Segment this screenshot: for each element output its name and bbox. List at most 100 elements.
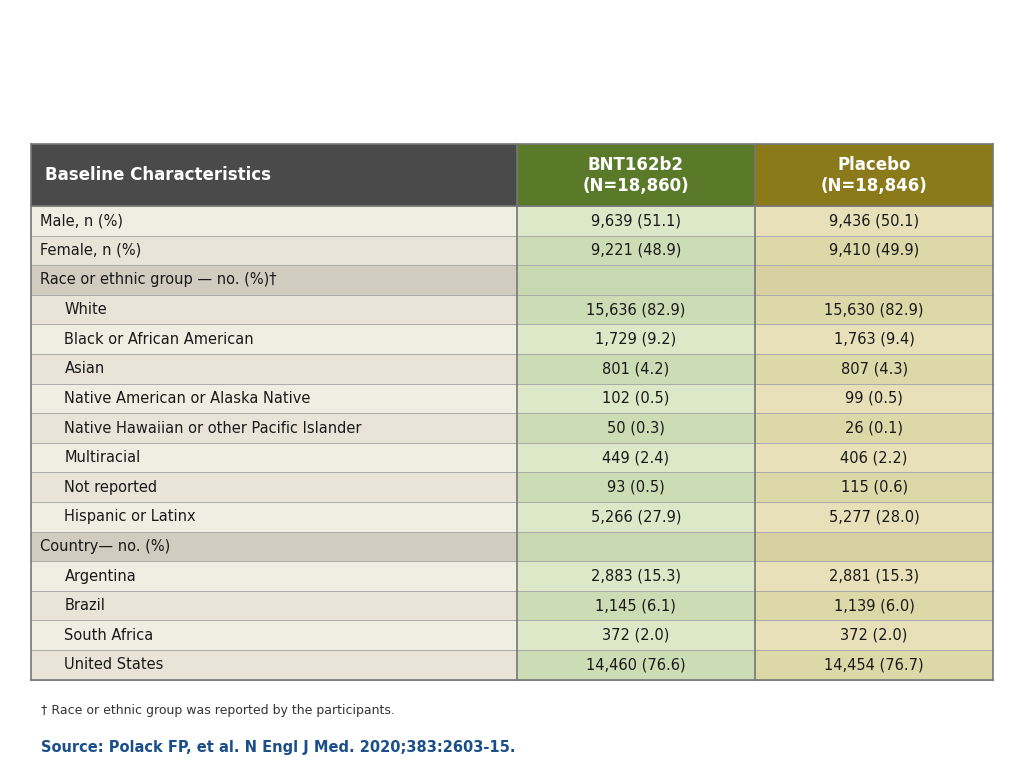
Text: 50 (0.3): 50 (0.3) xyxy=(607,421,665,435)
Bar xyxy=(755,144,993,206)
Text: 1,763 (9.4): 1,763 (9.4) xyxy=(834,332,914,346)
Text: White: White xyxy=(65,302,108,317)
Text: Baseline Characteristics, by Study Group: Baseline Characteristics, by Study Group xyxy=(31,86,628,114)
Text: 93 (0.5): 93 (0.5) xyxy=(607,480,665,495)
Bar xyxy=(755,531,993,561)
Bar xyxy=(755,236,993,265)
Text: 372 (2.0): 372 (2.0) xyxy=(841,627,908,643)
Text: 115 (0.6): 115 (0.6) xyxy=(841,480,907,495)
Bar xyxy=(517,206,755,236)
Text: 1,139 (6.0): 1,139 (6.0) xyxy=(834,598,914,613)
Bar xyxy=(31,265,517,295)
Bar xyxy=(31,472,517,502)
Bar xyxy=(517,472,755,502)
Text: 801 (4.2): 801 (4.2) xyxy=(602,361,670,376)
Bar xyxy=(517,236,755,265)
Text: 372 (2.0): 372 (2.0) xyxy=(602,627,670,643)
Bar xyxy=(31,621,517,650)
Text: 5,266 (27.9): 5,266 (27.9) xyxy=(591,509,681,525)
Text: † Race or ethnic group was reported by the participants.: † Race or ethnic group was reported by t… xyxy=(41,704,395,717)
Text: Argentina: Argentina xyxy=(65,568,136,584)
Bar xyxy=(755,591,993,621)
Text: 15,630 (82.9): 15,630 (82.9) xyxy=(824,302,924,317)
Bar xyxy=(755,265,993,295)
Bar xyxy=(31,206,517,236)
Bar xyxy=(31,561,517,591)
Text: Male, n (%): Male, n (%) xyxy=(40,214,123,228)
Text: Not reported: Not reported xyxy=(65,480,158,495)
Text: 406 (2.2): 406 (2.2) xyxy=(841,450,908,465)
Text: BNT162b2
(N=18,860): BNT162b2 (N=18,860) xyxy=(583,156,689,194)
Bar xyxy=(517,144,755,206)
Text: Race or ethnic group — no. (%)†: Race or ethnic group — no. (%)† xyxy=(40,273,276,287)
Text: Native American or Alaska Native: Native American or Alaska Native xyxy=(65,391,311,406)
Bar xyxy=(755,383,993,413)
Bar xyxy=(31,383,517,413)
Text: Multiracial: Multiracial xyxy=(65,450,140,465)
Text: 102 (0.5): 102 (0.5) xyxy=(602,391,670,406)
Bar xyxy=(517,265,755,295)
Bar xyxy=(31,144,517,206)
Bar xyxy=(31,502,517,531)
Text: 14,460 (76.6): 14,460 (76.6) xyxy=(586,657,686,672)
Bar xyxy=(31,531,517,561)
Text: 1,729 (9.2): 1,729 (9.2) xyxy=(595,332,677,346)
Text: Native Hawaiian or other Pacific Islander: Native Hawaiian or other Pacific Islande… xyxy=(65,421,361,435)
Text: Female, n (%): Female, n (%) xyxy=(40,243,141,258)
Text: 5,277 (28.0): 5,277 (28.0) xyxy=(828,509,920,525)
Text: United States: United States xyxy=(65,657,164,672)
Text: 26 (0.1): 26 (0.1) xyxy=(845,421,903,435)
Bar xyxy=(31,650,517,680)
Text: South Africa: South Africa xyxy=(65,627,154,643)
Text: Black or African American: Black or African American xyxy=(65,332,254,346)
Bar xyxy=(517,413,755,443)
Text: 9,436 (50.1): 9,436 (50.1) xyxy=(829,214,920,228)
Text: Country— no. (%): Country— no. (%) xyxy=(40,539,171,554)
Text: Placebo
(N=18,846): Placebo (N=18,846) xyxy=(821,156,928,194)
Bar xyxy=(31,413,517,443)
Bar xyxy=(517,531,755,561)
Bar xyxy=(517,502,755,531)
Text: Asian: Asian xyxy=(65,361,104,376)
Bar xyxy=(31,324,517,354)
Text: 99 (0.5): 99 (0.5) xyxy=(845,391,903,406)
Text: 2,881 (15.3): 2,881 (15.3) xyxy=(829,568,920,584)
Bar xyxy=(517,443,755,472)
Bar xyxy=(517,295,755,324)
Bar xyxy=(517,591,755,621)
Bar xyxy=(517,561,755,591)
Text: Baseline Characteristics: Baseline Characteristics xyxy=(45,166,271,184)
Text: 807 (4.3): 807 (4.3) xyxy=(841,361,907,376)
Bar xyxy=(755,561,993,591)
Text: 9,221 (48.9): 9,221 (48.9) xyxy=(591,243,681,258)
Bar xyxy=(755,443,993,472)
Bar xyxy=(517,354,755,383)
Bar xyxy=(755,502,993,531)
Bar xyxy=(755,413,993,443)
Text: Brazil: Brazil xyxy=(65,598,105,613)
Text: 14,454 (76.7): 14,454 (76.7) xyxy=(824,657,924,672)
Bar xyxy=(755,472,993,502)
Bar xyxy=(755,295,993,324)
Text: 1,145 (6.1): 1,145 (6.1) xyxy=(596,598,677,613)
Bar xyxy=(755,354,993,383)
Text: Source: Polack FP, et al. N Engl J Med. 2020;383:2603-15.: Source: Polack FP, et al. N Engl J Med. … xyxy=(41,740,515,755)
Bar xyxy=(517,383,755,413)
Bar xyxy=(517,650,755,680)
Bar xyxy=(755,621,993,650)
Text: Hispanic or Latinx: Hispanic or Latinx xyxy=(65,509,196,525)
Text: 15,636 (82.9): 15,636 (82.9) xyxy=(587,302,686,317)
Bar xyxy=(755,650,993,680)
Text: 449 (2.4): 449 (2.4) xyxy=(602,450,670,465)
Text: 9,410 (49.9): 9,410 (49.9) xyxy=(829,243,920,258)
Bar xyxy=(31,591,517,621)
Bar xyxy=(517,621,755,650)
Text: 9,639 (51.1): 9,639 (51.1) xyxy=(591,214,681,228)
Bar xyxy=(755,324,993,354)
Text: 2,883 (15.3): 2,883 (15.3) xyxy=(591,568,681,584)
Bar xyxy=(31,236,517,265)
Bar xyxy=(755,206,993,236)
Bar xyxy=(31,354,517,383)
Text: Safety and Efficacy of the BNT162b2 mRNA Covid-19 Vaccine: Safety and Efficacy of the BNT162b2 mRNA… xyxy=(31,32,927,61)
Bar xyxy=(517,324,755,354)
